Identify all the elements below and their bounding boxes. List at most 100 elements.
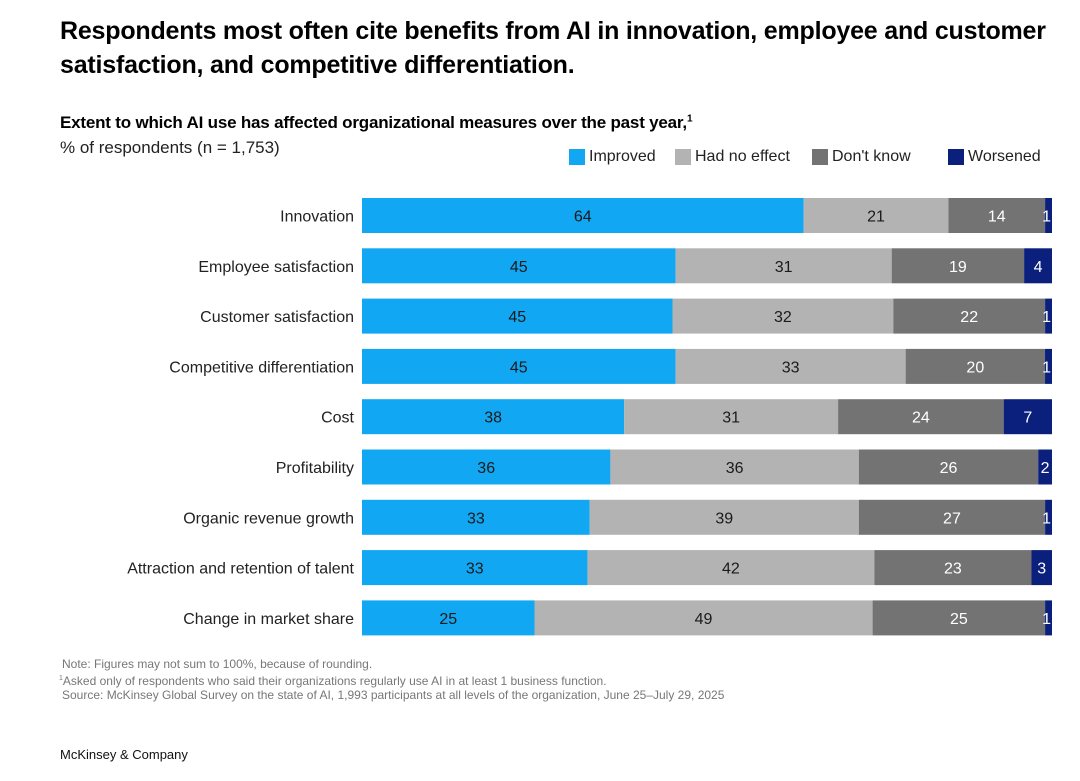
source-note: Source: McKinsey Global Survey on the st… <box>62 688 725 702</box>
category-label: Profitability <box>276 460 354 477</box>
category-label: Innovation <box>280 209 354 226</box>
data-label-had-no-effect: 31 <box>722 410 740 427</box>
category-label: Change in market share <box>183 611 354 628</box>
data-label-worsened: 1 <box>1042 359 1051 376</box>
data-label-had-no-effect: 21 <box>867 209 885 226</box>
bar-segment-had-no-effect <box>610 449 859 485</box>
bar-row-cost: Cost 38 31 24 7 <box>321 399 1052 435</box>
data-label-had-no-effect: 32 <box>774 309 792 326</box>
category-label: Competitive differentiation <box>169 359 354 376</box>
chart-headline: Respondents most often cite benefits fro… <box>60 17 1046 79</box>
data-label-worsened: 1 <box>1042 309 1051 326</box>
legend-swatch-dont-know <box>812 149 828 165</box>
data-label-had-no-effect: 49 <box>695 611 713 628</box>
chart-subtitle: Extent to which AI use has affected orga… <box>60 113 693 133</box>
bar-segment-had-no-effect <box>589 499 859 535</box>
legend-item-dont-know: Don't know <box>812 148 911 166</box>
category-label: Employee satisfaction <box>198 259 354 276</box>
bar-row-organic-revenue-growth: Organic revenue growth 33 39 27 1 <box>183 499 1052 535</box>
legend-label-improved: Improved <box>589 148 656 165</box>
bar-segment-had-no-effect <box>534 600 873 636</box>
data-label-had-no-effect: 39 <box>715 510 733 527</box>
data-label-don-t-know: 26 <box>940 460 958 477</box>
data-label-improved: 45 <box>510 359 528 376</box>
bar-segment-improved <box>362 550 588 586</box>
bar-segment-worsened <box>1045 499 1052 535</box>
category-label: Attraction and retention of talent <box>127 561 354 578</box>
data-label-worsened: 1 <box>1042 209 1051 226</box>
chart-subtitle-text: Extent to which AI use has affected orga… <box>60 113 687 132</box>
bar-row-change-in-market-share: Change in market share 25 49 25 1 <box>183 600 1052 636</box>
chart-legend: Improved Had no effect Don't know Worsen… <box>0 147 1080 167</box>
bar-segment-worsened <box>1031 550 1052 586</box>
data-label-improved: 64 <box>574 209 592 226</box>
legend-label-had-no-effect: Had no effect <box>695 148 790 165</box>
legend-swatch-worsened <box>948 149 964 165</box>
footnote-marker: 1 <box>686 113 693 125</box>
brand-logo-text: McKinsey & Company <box>60 747 188 762</box>
footnote: 1Asked only of respondents who said thei… <box>59 672 724 689</box>
data-label-had-no-effect: 33 <box>782 359 800 376</box>
chart-unit-label: % of respondents (n = 1,753) <box>60 138 280 157</box>
bar-segment-don-t-know <box>838 399 1004 435</box>
data-label-improved: 45 <box>510 259 528 276</box>
bar-row-attraction-and-retention-of-talent: Attraction and retention of talent 33 42 23… <box>127 550 1052 586</box>
bar-segment-worsened <box>1045 298 1052 334</box>
legend-item-worsened: Worsened <box>948 148 1041 166</box>
bar-segment-had-no-effect <box>675 348 906 384</box>
bar-segment-worsened <box>1024 248 1052 284</box>
bar-row-innovation: Innovation 64 21 14 1 <box>280 198 1052 233</box>
chart-notes: Note: Figures may not sum to 100%, becau… <box>59 657 725 703</box>
legend-swatch-had-no-effect <box>675 149 691 165</box>
data-label-improved: 33 <box>467 510 485 527</box>
rounding-note: Note: Figures may not sum to 100%, becau… <box>62 657 373 671</box>
data-label-had-no-effect: 36 <box>726 460 744 477</box>
bar-segment-don-t-know <box>858 499 1046 535</box>
category-label: Organic revenue growth <box>183 510 354 527</box>
bar-segment-worsened <box>1045 600 1052 636</box>
bar-segment-don-t-know <box>905 348 1046 384</box>
data-label-don-t-know: 25 <box>950 611 968 628</box>
bar-segment-had-no-effect <box>675 248 892 284</box>
data-label-don-t-know: 20 <box>966 359 984 376</box>
bar-segment-had-no-effect <box>587 550 875 586</box>
data-label-worsened: 2 <box>1041 460 1050 477</box>
data-label-improved: 36 <box>477 460 495 477</box>
bar-segment-improved <box>362 348 676 384</box>
bar-segment-improved <box>362 198 804 233</box>
bar-segment-don-t-know <box>948 198 1046 233</box>
bar-segment-don-t-know <box>858 449 1039 485</box>
footnote-text: Asked only of respondents who said their… <box>62 673 607 688</box>
data-label-don-t-know: 24 <box>912 410 930 427</box>
bar-row-customer-satisfaction: Customer satisfaction 45 32 22 1 <box>200 298 1052 334</box>
data-label-worsened: 3 <box>1037 561 1046 578</box>
bar-segment-had-no-effect <box>624 399 839 435</box>
data-label-improved: 38 <box>484 410 502 427</box>
bar-segment-don-t-know <box>893 298 1046 334</box>
bar-segment-worsened <box>1038 449 1052 485</box>
bar-row-competitive-differentiation: Competitive differentiation 45 33 20 1 <box>169 348 1052 384</box>
footnote-marker: 1 <box>59 674 63 682</box>
data-label-had-no-effect: 31 <box>775 259 793 276</box>
bar-segment-had-no-effect <box>672 298 894 334</box>
bar-row-employee-satisfaction: Employee satisfaction 45 31 19 4 <box>198 248 1052 284</box>
legend-swatch-improved <box>569 149 585 165</box>
data-label-worsened: 4 <box>1034 259 1043 276</box>
bar-segment-worsened <box>1045 198 1052 233</box>
legend-label-worsened: Worsened <box>968 148 1041 165</box>
data-label-worsened: 1 <box>1042 611 1051 628</box>
bar-segment-improved <box>362 449 611 485</box>
bar-segment-don-t-know <box>891 248 1025 284</box>
data-label-don-t-know: 27 <box>943 510 961 527</box>
data-label-don-t-know: 22 <box>960 309 978 326</box>
category-label: Cost <box>321 410 354 427</box>
legend-item-improved: Improved <box>569 148 656 166</box>
data-label-don-t-know: 23 <box>944 561 962 578</box>
bar-segment-worsened <box>1003 399 1052 435</box>
bar-segment-don-t-know <box>874 550 1032 586</box>
data-label-improved: 25 <box>439 611 457 628</box>
data-label-improved: 33 <box>466 561 484 578</box>
bar-segment-worsened <box>1045 348 1052 384</box>
bar-segment-had-no-effect <box>803 198 949 233</box>
